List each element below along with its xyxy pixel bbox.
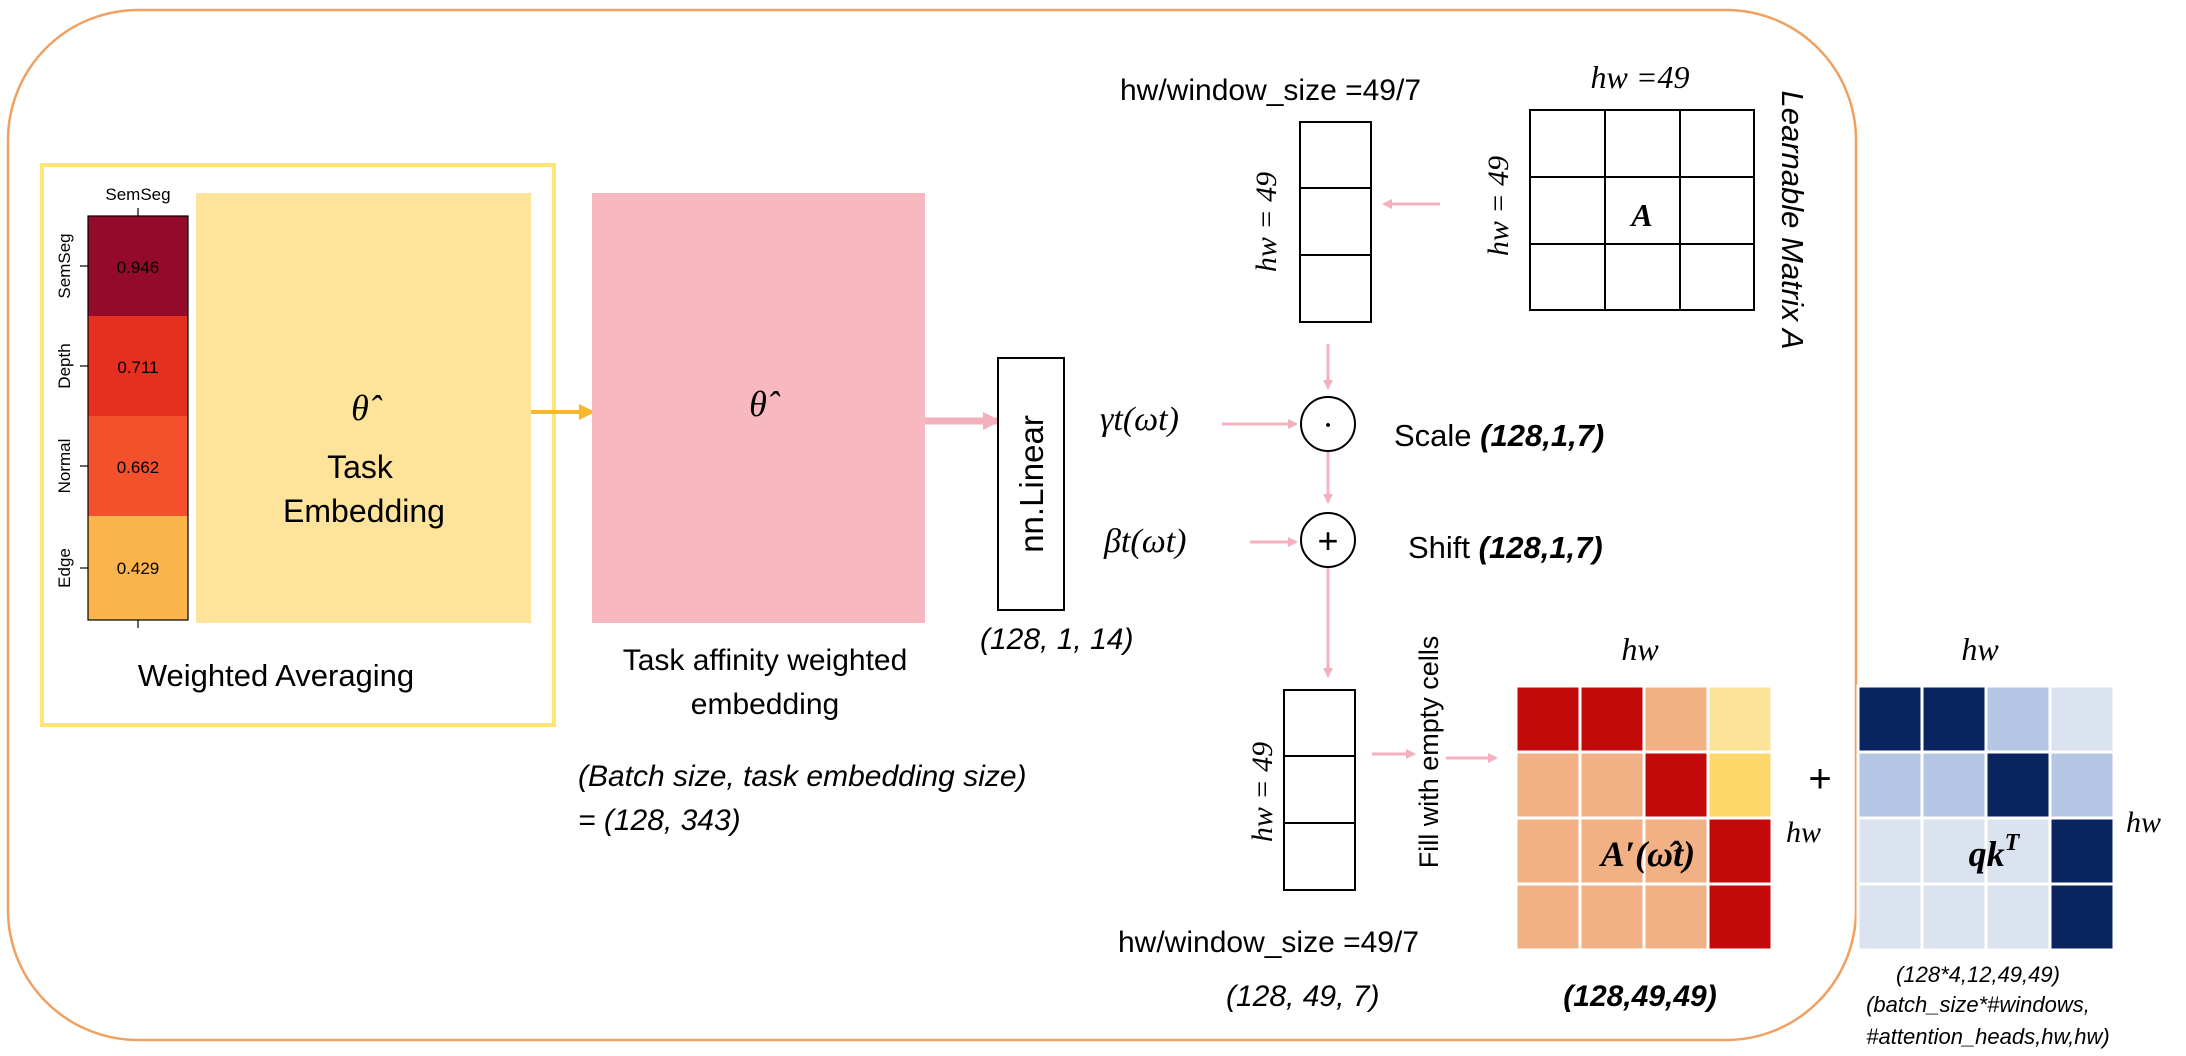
learnable-side-label: hw = 49 (1482, 156, 1515, 256)
learnable-top-label: hw =49 (1591, 59, 1690, 95)
learnable-matrix-label: Learnable Matrix A (1775, 90, 1810, 349)
gamma-label: γt(ωt) (1100, 401, 1179, 438)
aprime-cell (1578, 750, 1646, 820)
qk-cell (1920, 882, 1988, 952)
window-bottom-shape: (128, 49, 7) (1226, 980, 1379, 1013)
affinity-embedding-caption-line1: Task affinity weighted (623, 644, 908, 677)
fill-empty-cells-label: Fill with empty cells (1414, 636, 1444, 869)
linear-output-shape: (128, 1, 14) (980, 623, 1133, 656)
aprime-side-label: hw (1786, 816, 1821, 849)
qk-cell (1856, 816, 1924, 886)
learnable-matrix-grid (1529, 109, 1755, 311)
weighted-averaging-caption: Weighted Averaging (138, 658, 414, 693)
weighted-averaging-panel (40, 163, 556, 727)
heatmap-row-label-semseg: SemSeg (55, 233, 74, 298)
window-column-top (1299, 121, 1372, 323)
aprime-cell (1706, 882, 1774, 952)
shift-operator (1300, 512, 1356, 568)
qk-shape-line3: #attention_heads,hw,hw) (1866, 1024, 2109, 1049)
aprime-cell (1514, 882, 1582, 952)
shift-label: Shift (128,1,7) (1408, 530, 1603, 565)
window-top-side-label: hw = 49 (1250, 172, 1283, 272)
qk-cell (1920, 816, 1988, 886)
nn-linear-block (997, 357, 1065, 611)
batch-size-note-line1: (Batch size, task embedding size) (578, 760, 1027, 793)
affinity-heatmap: SemSeg 0.946 0.711 0.662 0.429 SemSeg De… (55, 185, 189, 628)
heatmap-cell-normal (88, 416, 188, 516)
heatmap-cell-semseg (88, 216, 188, 316)
qk-cell (2048, 816, 2116, 886)
qk-shape-line1: (128*4,12,49,49) (1896, 962, 2060, 987)
scale-operator (1300, 396, 1356, 452)
heatmap-cell-edge (88, 516, 188, 620)
qk-shape-line2: (batch_size*#windows, (1866, 992, 2090, 1017)
beta-label: βt(ωt) (1103, 523, 1186, 560)
aprime-top-label: hw (1621, 631, 1659, 667)
qk-cell (1856, 882, 1924, 952)
task-embedding-label-line1: Task (327, 449, 394, 485)
qk-cell (1920, 750, 1988, 820)
task-embedding-block (196, 193, 531, 623)
aprime-cell (1642, 750, 1710, 820)
aprime-shape: (128,49,49) (1563, 980, 1716, 1013)
qk-cell (1920, 684, 1988, 754)
heatmap-value-semseg: 0.946 (117, 258, 160, 277)
qk-cell (1984, 882, 2052, 952)
scale-label: Scale (128,1,7) (1394, 418, 1604, 453)
aprime-cell (1578, 882, 1646, 952)
qk-side-label: hw (2126, 806, 2161, 839)
heatmap-row-label-edge: Edge (55, 548, 74, 588)
qk-cell (1856, 750, 1924, 820)
heatmap-value-depth: 0.711 (117, 358, 158, 377)
learnable-cell-label: A (1629, 197, 1652, 233)
qk-cell (1984, 750, 2052, 820)
aprime-cell (1706, 684, 1774, 754)
batch-size-note-line2: = (128, 343) (578, 804, 741, 837)
aprime-center-label: A′(ω̂t) (1599, 834, 1695, 874)
qk-cell (1984, 684, 2052, 754)
window-top-caption: hw/window_size =49/7 (1120, 74, 1421, 107)
aprime-cell (1706, 816, 1774, 886)
heatmap-row-label-depth: Depth (55, 343, 74, 388)
heatmap-column-label: SemSeg (105, 185, 170, 204)
window-bottom-side-label: hw = 49 (1246, 742, 1279, 842)
heatmap-cell-depth (88, 316, 188, 416)
scale-operator-symbol: · (1322, 407, 1333, 444)
affinity-embedding-block (592, 193, 925, 623)
aprime-cell (1578, 684, 1646, 754)
aprime-cell (1642, 684, 1710, 754)
aprime-cell (1514, 750, 1582, 820)
heatmap-value-edge: 0.429 (117, 559, 160, 578)
plus-sign: + (1808, 757, 1831, 801)
task-embedding-label-line2: Embedding (283, 493, 445, 529)
nn-linear-label: nn.Linear (1013, 415, 1050, 553)
qk-cell (2048, 882, 2116, 952)
window-column-bottom (1283, 689, 1356, 891)
aprime-cell (1514, 816, 1582, 886)
aprime-matrix-grid (1514, 684, 1774, 952)
heatmap-row-label-normal: Normal (55, 439, 74, 494)
qk-cell (2048, 750, 2116, 820)
qk-top-label: hw (1961, 631, 1999, 667)
window-bottom-caption: hw/window_size =49/7 (1118, 926, 1419, 959)
aprime-cell (1642, 882, 1710, 952)
qk-cell (2048, 684, 2116, 754)
qk-matrix-grid (1856, 684, 2116, 952)
qk-center-label: qkT (1969, 830, 2021, 874)
shift-operator-symbol: + (1317, 520, 1338, 561)
qk-cell (1856, 684, 1924, 754)
outer-frame (6, 8, 1858, 1042)
aprime-cell (1514, 684, 1582, 754)
heatmap-value-normal: 0.662 (117, 458, 160, 477)
affinity-embedding-caption-line2: embedding (691, 688, 839, 721)
aprime-cell (1706, 750, 1774, 820)
qk-cell (1984, 816, 2052, 886)
